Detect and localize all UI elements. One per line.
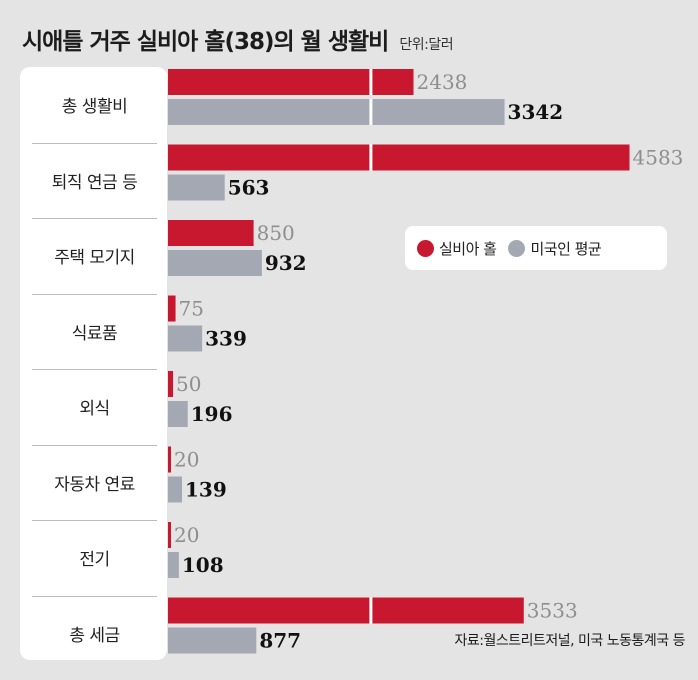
bar-us-average	[168, 401, 188, 427]
bar-sylvia	[168, 295, 176, 322]
value-label-us-average: 877	[259, 629, 301, 653]
legend-swatch-sylvia	[417, 239, 434, 257]
unit-label: 단위:달러	[399, 37, 454, 53]
bar-sylvia	[168, 597, 524, 624]
chart-title: 시애틀 거주 실비아 홀(38)의 월 생활비	[22, 29, 389, 55]
chart-header: 시애틀 거주 실비아 홀(38)의 월 생활비 단위:달러	[22, 22, 682, 62]
value-label-sylvia: 20	[174, 523, 199, 547]
legend-label-us-average: 미국인 평균	[530, 239, 602, 258]
value-label-sylvia: 3533	[527, 599, 578, 623]
legend-item-sylvia: 실비아 홀	[417, 238, 497, 259]
category-label: 퇴직 연금 등	[51, 172, 138, 193]
value-label-us-average: 932	[265, 251, 307, 275]
bar-sylvia	[168, 144, 630, 171]
value-label-sylvia: 20	[174, 448, 199, 472]
value-label-us-average: 139	[185, 478, 227, 502]
legend-swatch-us-average	[508, 239, 526, 257]
legend-item-us-average: 미국인 평균	[508, 238, 602, 259]
category-label: 전기	[79, 550, 110, 571]
category-divider	[32, 444, 157, 446]
legend-label-sylvia: 실비아 홀	[439, 239, 497, 258]
legend: 실비아 홀 미국인 평균	[405, 226, 667, 270]
bar-break-mark	[369, 69, 373, 95]
value-label-us-average: 339	[205, 327, 247, 351]
category-divider	[32, 520, 157, 521]
value-label-sylvia: 2438	[417, 70, 468, 94]
bar-sylvia	[168, 522, 171, 548]
category-label: 식료품	[71, 323, 118, 344]
category-divider	[32, 595, 157, 597]
category-label: 총 세금	[69, 625, 120, 646]
value-label-us-average: 563	[228, 176, 270, 200]
bar-break-mark	[369, 144, 373, 171]
bar-us-average	[168, 174, 225, 201]
bar-sylvia	[168, 446, 171, 473]
category-divider	[32, 293, 157, 295]
bar-us-average	[168, 552, 179, 578]
category-label: 총 생활비	[61, 97, 128, 118]
bar-us-average	[168, 627, 257, 654]
value-label-sylvia: 75	[179, 297, 204, 321]
bar-us-average	[168, 99, 505, 125]
source-note: 자료:월스트리트저널, 미국 노동통계국 등	[454, 633, 686, 649]
value-label-us-average: 108	[182, 553, 224, 577]
value-label-sylvia: 50	[176, 372, 201, 396]
category-label: 외식	[79, 399, 110, 420]
bar-sylvia	[168, 69, 414, 95]
value-label-sylvia: 850	[257, 221, 295, 245]
bar-sylvia	[168, 220, 254, 246]
value-label-us-average: 3342	[508, 100, 564, 124]
bar-sylvia	[168, 371, 174, 397]
bar-break-mark	[369, 99, 373, 125]
value-label-us-average: 196	[191, 402, 233, 426]
category-divider	[32, 369, 157, 370]
category-label: 자동차 연료	[54, 474, 135, 495]
bar-us-average	[168, 250, 262, 276]
bar-break-mark	[369, 597, 373, 624]
bar-us-average	[168, 476, 182, 503]
category-label: 주택 모기지	[54, 248, 135, 269]
value-label-sylvia: 4583	[633, 146, 684, 170]
category-divider	[32, 142, 157, 144]
category-divider	[32, 218, 157, 219]
bar-us-average	[168, 325, 203, 352]
